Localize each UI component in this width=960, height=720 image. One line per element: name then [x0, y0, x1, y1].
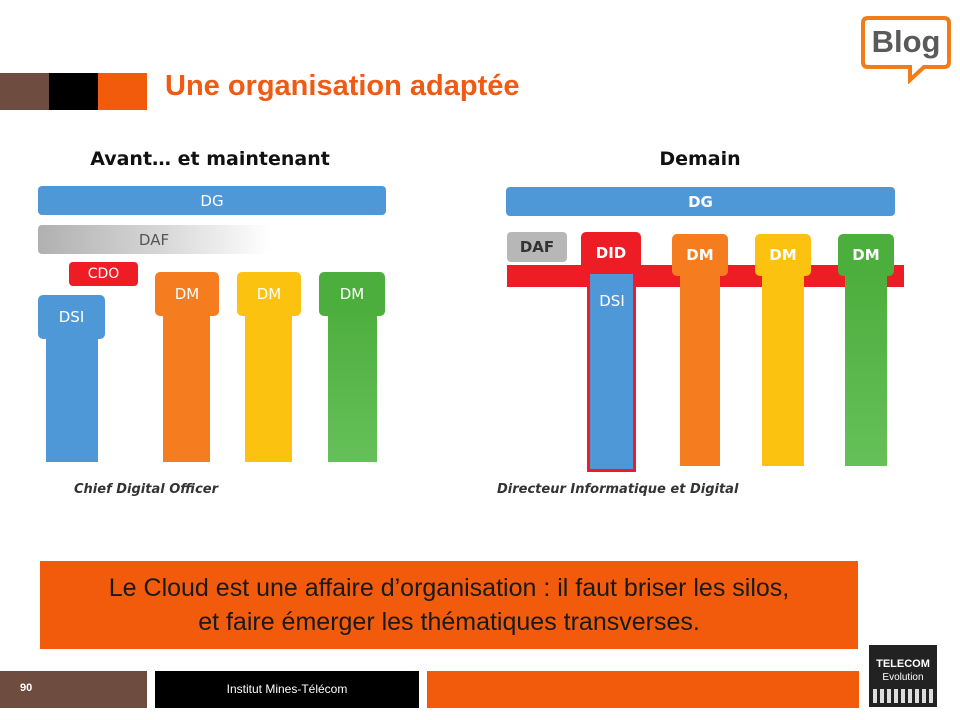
conclusion-banner: Le Cloud est une affaire d’organisation … — [40, 561, 858, 649]
left-dsi-column — [46, 330, 98, 462]
blog-speech-bubble-icon — [861, 16, 951, 85]
logo-line-2: Evolution — [882, 672, 924, 683]
left-cdo-box: CDO — [69, 262, 138, 286]
right-dg-bar: DG — [506, 187, 895, 216]
left-dg-bar: DG — [38, 186, 386, 215]
right-caption: Directeur Informatique et Digital — [497, 482, 739, 497]
right-dm-green-cap: DM — [838, 234, 894, 276]
blog-label: Blog — [871, 24, 941, 59]
right-dsi-column — [587, 262, 636, 472]
footer-page-block: 90 — [0, 671, 147, 708]
left-dm-yellow-cap: DM — [237, 272, 301, 316]
left-dm-yellow-column — [245, 305, 292, 462]
footer-institute-block: Institut Mines-Télécom — [155, 671, 419, 708]
right-did-cap: DID — [581, 232, 641, 274]
footer-orange-block — [427, 671, 859, 708]
banner-line-2: et faire émerger les thématiques transve… — [198, 608, 700, 636]
deco-square-brown — [0, 73, 49, 110]
logo-line-1: TELECOM — [876, 658, 930, 670]
right-dsi-label: DSI — [599, 292, 625, 310]
logo-graphic-icon — [873, 689, 933, 703]
left-dm-green-column — [328, 305, 377, 462]
left-daf-bar: DAF — [38, 225, 270, 254]
left-dsi-cap: DSI — [38, 295, 105, 339]
left-heading: Avant… et maintenant — [90, 148, 330, 170]
left-dm-green-cap: DM — [319, 272, 385, 316]
banner-line-1: Le Cloud est une affaire d’organisation … — [108, 574, 790, 602]
right-daf-box: DAF — [507, 232, 567, 262]
right-heading: Demain — [659, 148, 741, 170]
page-number: 90 — [20, 682, 33, 694]
telecom-evolution-logo: TELECOM Evolution — [869, 645, 937, 707]
left-dm-orange-column — [163, 305, 210, 462]
left-caption: Chief Digital Officer — [74, 482, 219, 497]
left-dm-orange-cap: DM — [155, 272, 219, 316]
deco-square-black — [49, 73, 98, 110]
right-dm-yellow-column — [762, 270, 804, 466]
institute-name: Institut Mines-Télécom — [226, 682, 348, 696]
right-dm-orange-column — [680, 270, 720, 466]
blog-badge[interactable]: Blog — [860, 14, 952, 85]
right-dm-yellow-cap: DM — [755, 234, 811, 276]
slide-title: Une organisation adaptée — [165, 70, 520, 102]
right-dm-green-column — [845, 270, 887, 466]
right-dm-orange-cap: DM — [672, 234, 728, 276]
deco-square-orange — [98, 73, 147, 110]
